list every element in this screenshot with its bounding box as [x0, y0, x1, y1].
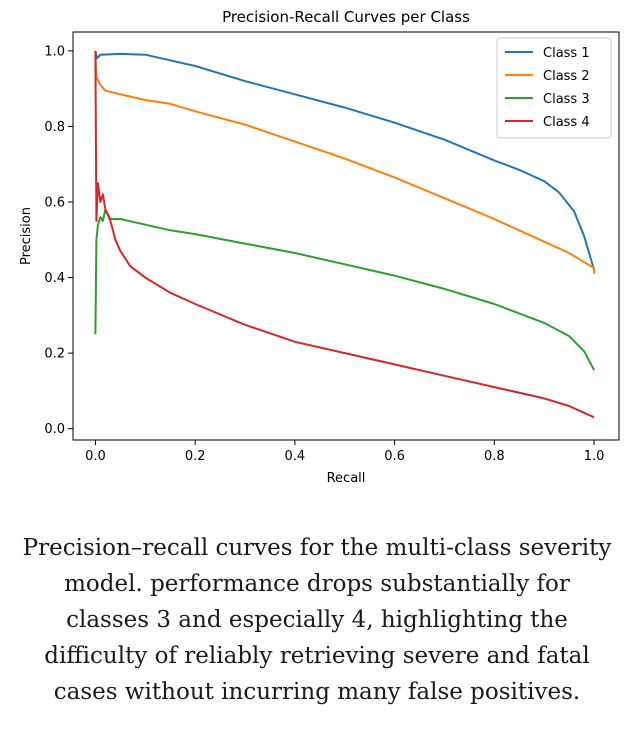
- x-axis-label: Recall: [327, 471, 366, 486]
- x-tick-label: 0.8: [484, 449, 505, 464]
- x-tick-label: 0.0: [85, 449, 106, 464]
- y-tick-label: 0.4: [44, 271, 65, 286]
- legend-label-class-2: Class 2: [543, 69, 590, 84]
- figure-caption: Precision–recall curves for the multi-cl…: [22, 535, 612, 705]
- x-tick-label: 1.0: [584, 449, 605, 464]
- pr-chart: Precision-Recall Curves per Class 0.0 0.2…: [19, 8, 620, 486]
- legend-box: [496, 37, 612, 139]
- y-tick-label: 1.0: [44, 44, 65, 59]
- y-tick-label: 0.2: [44, 347, 65, 362]
- plot-frame: [72, 31, 620, 441]
- x-tick-label: 0.6: [384, 449, 405, 464]
- x-tick-label: 0.4: [285, 449, 306, 464]
- series-line-class-1: [94, 50, 596, 271]
- chart-title: Precision-Recall Curves per Class: [222, 8, 470, 26]
- y-tick-label: 0.8: [44, 120, 65, 135]
- y-axis-label: Precision: [19, 207, 34, 265]
- x-tick-label: 0.2: [185, 449, 206, 464]
- series-line-class-3: [94, 208, 595, 371]
- legend: Class 1 Class 2 Class 3 Class 4: [496, 37, 612, 139]
- y-tick-label: 0.0: [44, 422, 65, 437]
- legend-label-class-3: Class 3: [543, 92, 590, 107]
- legend-label-class-4: Class 4: [543, 115, 590, 130]
- chart-figure: Precision-Recall Curves per Class 0.0 0.2…: [19, 8, 620, 486]
- legend-label-class-1: Class 1: [543, 46, 590, 61]
- series-line-class-4: [94, 50, 595, 419]
- series-line-class-2: [94, 54, 596, 274]
- y-tick-label: 0.6: [44, 196, 65, 211]
